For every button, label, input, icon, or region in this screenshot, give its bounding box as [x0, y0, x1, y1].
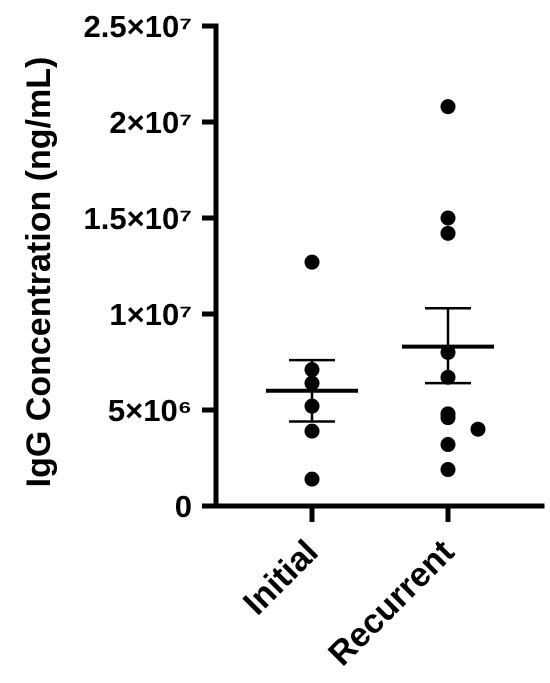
data-point [440, 462, 456, 478]
y-axis: 0 5×10⁶ 1×10⁷ 1.5×10⁷ 2×10⁷ 2.5×10⁷ [84, 9, 219, 524]
data-point [440, 437, 456, 453]
series-initial [266, 254, 358, 487]
data-point [304, 254, 320, 270]
data-point [440, 99, 456, 115]
y-tick-label: 2.5×10⁷ [84, 9, 192, 44]
data-point [304, 423, 320, 439]
series-recurrent [402, 99, 494, 478]
x-category-label: Recurrent [321, 533, 461, 673]
y-tick-label: 2×10⁷ [109, 105, 192, 140]
data-point [440, 225, 456, 241]
y-tick-label: 5×10⁶ [108, 393, 192, 428]
x-category-label: Initial [236, 533, 326, 623]
data-marks [266, 99, 494, 487]
data-point [440, 410, 456, 426]
y-tick-label: 1.5×10⁷ [84, 201, 192, 236]
data-point [440, 210, 456, 226]
y-tick-label: 0 [175, 489, 192, 524]
data-point [304, 471, 320, 487]
y-tick-label: 1×10⁷ [109, 297, 192, 332]
y-axis-label: IgG Concentration (ng/mL) [20, 57, 58, 488]
data-point [470, 421, 486, 437]
